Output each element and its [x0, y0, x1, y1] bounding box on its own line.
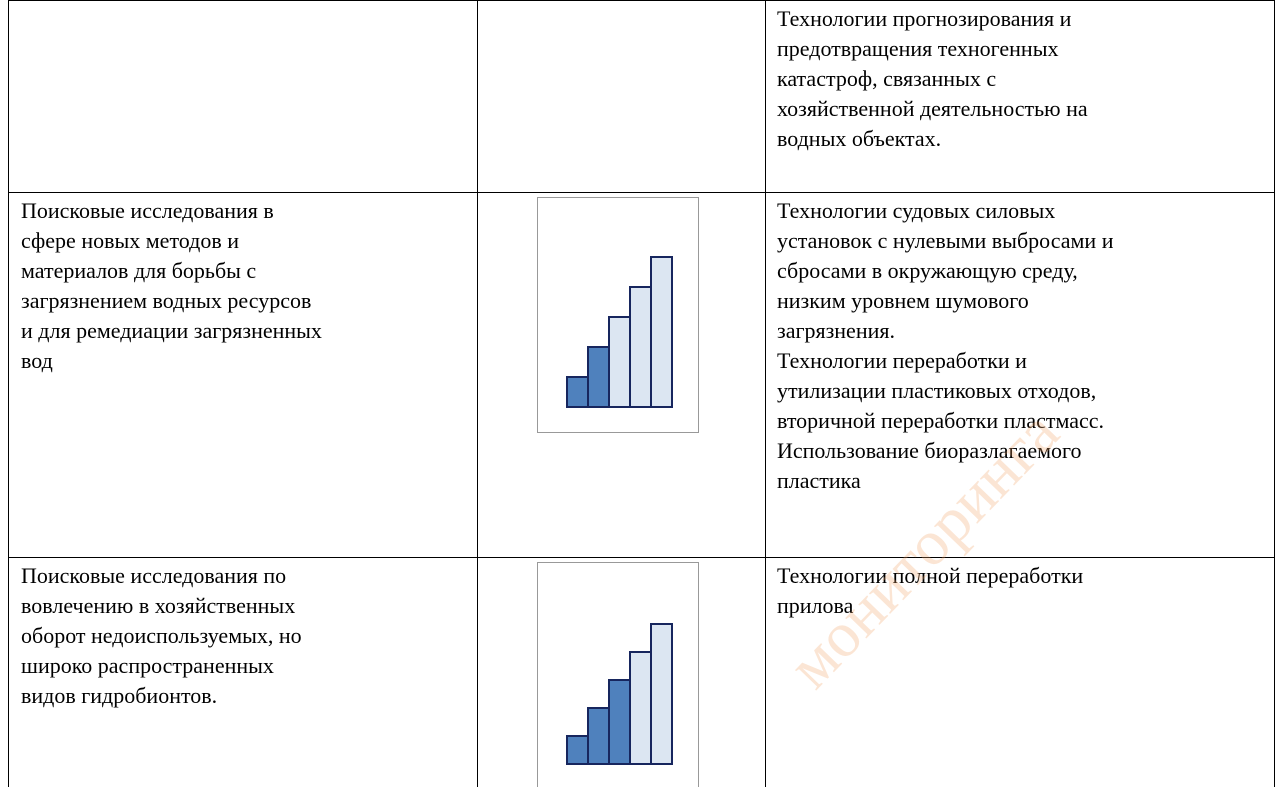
level-bar	[587, 707, 610, 765]
text-line: широко распространенных	[21, 653, 274, 678]
text-line: катастроф, связанных с	[777, 66, 997, 91]
text-line: Поисковые исследования в	[21, 198, 274, 223]
level-bar	[608, 316, 631, 408]
text-line: вод	[21, 348, 53, 373]
text-line: материалов для борьбы с	[21, 258, 257, 283]
level-bar	[566, 735, 589, 765]
text-line: Использование биоразлагаемого	[777, 438, 1082, 463]
level-bar	[629, 286, 652, 408]
level-bar	[608, 679, 631, 765]
table-cell: Технологии судовых силовых установок с ну…	[765, 192, 1275, 557]
text-line: водных объектах.	[777, 126, 942, 151]
level-bar	[587, 346, 610, 408]
level-bar	[650, 623, 673, 765]
text-line: пластика	[777, 468, 861, 493]
text-line: загрязнением водных ресурсов	[21, 288, 312, 313]
table-cell: Технологии полной переработки прилова	[765, 557, 1275, 787]
text-line: утилизации пластиковых отходов,	[777, 378, 1097, 403]
text-line: хозяйственной деятельностью на	[777, 96, 1088, 121]
text-line: и для ремедиации загрязненных	[21, 318, 322, 343]
table-cell: Технологии прогнозирования и предотвращен…	[765, 0, 1275, 192]
text-line: оборот недоиспользуемых, но	[21, 623, 302, 648]
level-icon	[537, 562, 699, 787]
text-line: Технологии полной переработки	[777, 563, 1084, 588]
level-bar	[629, 651, 652, 765]
text-line: вторичной переработки пластмасс.	[777, 408, 1105, 433]
text-line: сбросами в окружающую среду,	[777, 258, 1078, 283]
level-bar	[566, 376, 589, 408]
table-cell	[477, 0, 765, 192]
text-line: прилова	[777, 593, 854, 618]
table-cell: Поисковые исследования по вовлечению в хо…	[8, 557, 477, 787]
level-bar	[650, 256, 673, 408]
level-icon	[537, 197, 699, 433]
text-line: Технологии переработки и	[777, 348, 1027, 373]
text-line: Поисковые исследования по	[21, 563, 287, 588]
text-line: вовлечению в хозяйственных	[21, 593, 296, 618]
table-cell	[477, 192, 765, 557]
text-line: Технологии прогнозирования и	[777, 6, 1072, 31]
table-cell	[8, 0, 477, 192]
table-cell	[477, 557, 765, 787]
text-line: загрязнения.	[777, 318, 895, 343]
table-cell: Поисковые исследования в сфере новых мето…	[8, 192, 477, 557]
text-line: установок с нулевыми выбросами и	[777, 228, 1114, 253]
text-line: сфере новых методов и	[21, 228, 239, 253]
text-line: предотвращения техногенных	[777, 36, 1059, 61]
text-line: низким уровнем шумового	[777, 288, 1029, 313]
text-line: Технологии судовых силовых	[777, 198, 1056, 223]
text-line: видов гидробионтов.	[21, 683, 218, 708]
